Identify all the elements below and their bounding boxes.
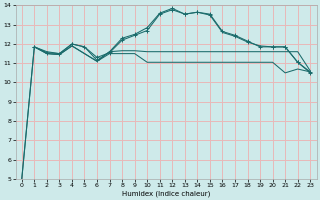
X-axis label: Humidex (Indice chaleur): Humidex (Indice chaleur) (122, 190, 210, 197)
